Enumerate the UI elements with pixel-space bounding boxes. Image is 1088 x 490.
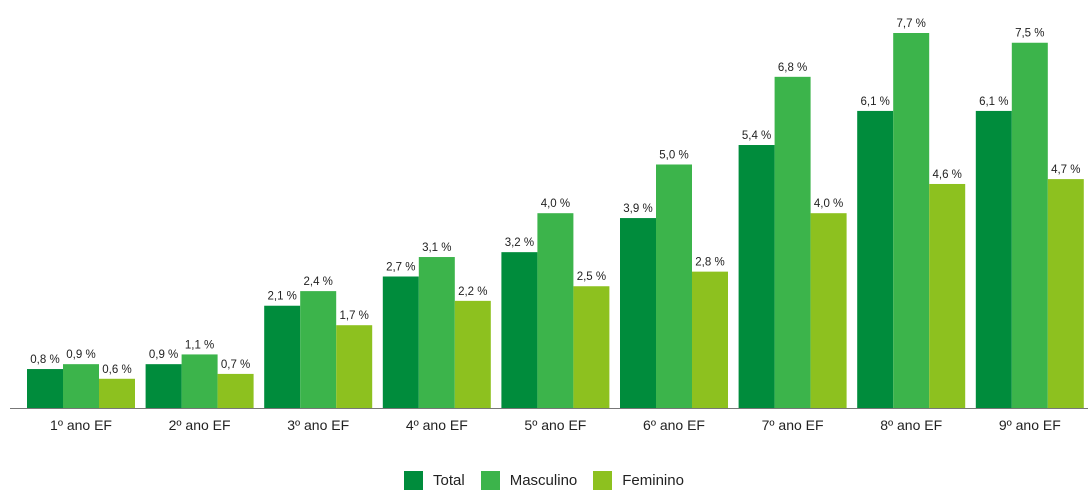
category-label-8: 8º ano EF bbox=[880, 417, 942, 433]
data-label-masculino-4: 3,1 % bbox=[422, 242, 451, 254]
category-label-2: 2º ano EF bbox=[169, 417, 231, 433]
bar-feminino-6 bbox=[692, 271, 728, 408]
bar-feminino-8 bbox=[929, 183, 966, 408]
data-label-total-6: 3,9 % bbox=[623, 203, 652, 215]
bar-total-3 bbox=[264, 305, 301, 408]
data-label-total-4: 2,7 % bbox=[386, 262, 415, 274]
bar-feminino-3 bbox=[336, 325, 373, 408]
bar-chart: 0,8 % 0,9 % 0,6 % 1º ano EF 0,9 % 1,1 % 0,7 % 2… bbox=[10, 18, 1088, 433]
data-label-masculino-5: 4,0 % bbox=[541, 198, 570, 210]
legend-label-total: Total bbox=[433, 472, 465, 489]
legend-swatch-feminino bbox=[593, 471, 613, 490]
bar-masculino-1 bbox=[63, 364, 99, 408]
data-label-masculino-2: 1,1 % bbox=[185, 339, 214, 351]
bar-masculino-2 bbox=[181, 354, 218, 408]
data-label-masculino-7: 6,8 % bbox=[778, 62, 807, 74]
data-label-feminino-5: 2,5 % bbox=[577, 271, 606, 283]
bar-masculino-3 bbox=[300, 291, 337, 408]
bar-feminino-7 bbox=[810, 213, 847, 408]
category-label-9: 9º ano EF bbox=[999, 417, 1061, 433]
category-label-3: 3º ano EF bbox=[287, 417, 349, 433]
data-label-total-9: 6,1 % bbox=[979, 96, 1008, 108]
data-label-masculino-3: 2,4 % bbox=[303, 276, 332, 288]
data-label-total-8: 6,1 % bbox=[860, 96, 889, 108]
bar-feminino-4 bbox=[454, 300, 491, 408]
data-label-feminino-9: 4,7 % bbox=[1051, 164, 1080, 176]
chart-legend: Total Masculino Feminino bbox=[0, 471, 1088, 490]
bar-masculino-7 bbox=[774, 76, 811, 408]
bar-masculino-6 bbox=[656, 164, 692, 408]
data-label-total-1: 0,8 % bbox=[30, 354, 59, 366]
data-label-masculino-8: 7,7 % bbox=[896, 18, 925, 30]
bar-feminino-1 bbox=[99, 378, 135, 408]
category-label-4: 4º ano EF bbox=[406, 417, 468, 433]
data-label-feminino-6: 2,8 % bbox=[695, 257, 724, 269]
category-label-6: 6º ano EF bbox=[643, 417, 705, 433]
category-label-7: 7º ano EF bbox=[762, 417, 824, 433]
bar-feminino-2 bbox=[217, 373, 254, 408]
legend-swatch-masculino bbox=[480, 471, 500, 490]
data-label-feminino-3: 1,7 % bbox=[339, 310, 368, 322]
bar-total-9 bbox=[975, 110, 1012, 408]
bar-total-5 bbox=[501, 252, 538, 408]
data-label-total-5: 3,2 % bbox=[505, 237, 534, 249]
bar-masculino-4 bbox=[418, 257, 455, 408]
bar-masculino-8 bbox=[893, 33, 930, 408]
data-label-feminino-4: 2,2 % bbox=[458, 286, 487, 298]
data-label-masculino-6: 5,0 % bbox=[659, 149, 688, 161]
legend-label-feminino: Feminino bbox=[622, 472, 684, 489]
bar-total-1 bbox=[27, 369, 63, 408]
bar-total-7 bbox=[738, 145, 775, 408]
bar-masculino-9 bbox=[1011, 42, 1048, 408]
bar-total-6 bbox=[620, 218, 656, 408]
category-label-5: 5º ano EF bbox=[524, 417, 586, 433]
data-label-total-2: 0,9 % bbox=[149, 349, 178, 361]
data-label-feminino-7: 4,0 % bbox=[814, 198, 843, 210]
bar-feminino-5 bbox=[573, 286, 610, 408]
legend-swatch-total bbox=[404, 471, 424, 490]
legend-item-feminino: Feminino bbox=[593, 471, 684, 490]
bar-total-2 bbox=[145, 364, 182, 408]
data-label-masculino-1: 0,9 % bbox=[66, 349, 95, 361]
data-label-feminino-1: 0,6 % bbox=[102, 364, 131, 376]
bar-total-8 bbox=[857, 110, 894, 408]
data-label-feminino-2: 0,7 % bbox=[221, 359, 250, 371]
data-label-feminino-8: 4,6 % bbox=[932, 169, 961, 181]
legend-label-masculino: Masculino bbox=[509, 472, 578, 489]
legend-item-masculino: Masculino bbox=[480, 471, 578, 490]
data-label-total-7: 5,4 % bbox=[742, 130, 771, 142]
data-label-total-3: 2,1 % bbox=[267, 291, 296, 303]
legend-item-total: Total bbox=[404, 471, 465, 490]
bar-masculino-5 bbox=[537, 213, 574, 408]
bar-feminino-9 bbox=[1047, 179, 1084, 408]
data-label-masculino-9: 7,5 % bbox=[1015, 28, 1044, 40]
bar-total-4 bbox=[382, 276, 419, 408]
category-label-1: 1º ano EF bbox=[50, 417, 112, 433]
